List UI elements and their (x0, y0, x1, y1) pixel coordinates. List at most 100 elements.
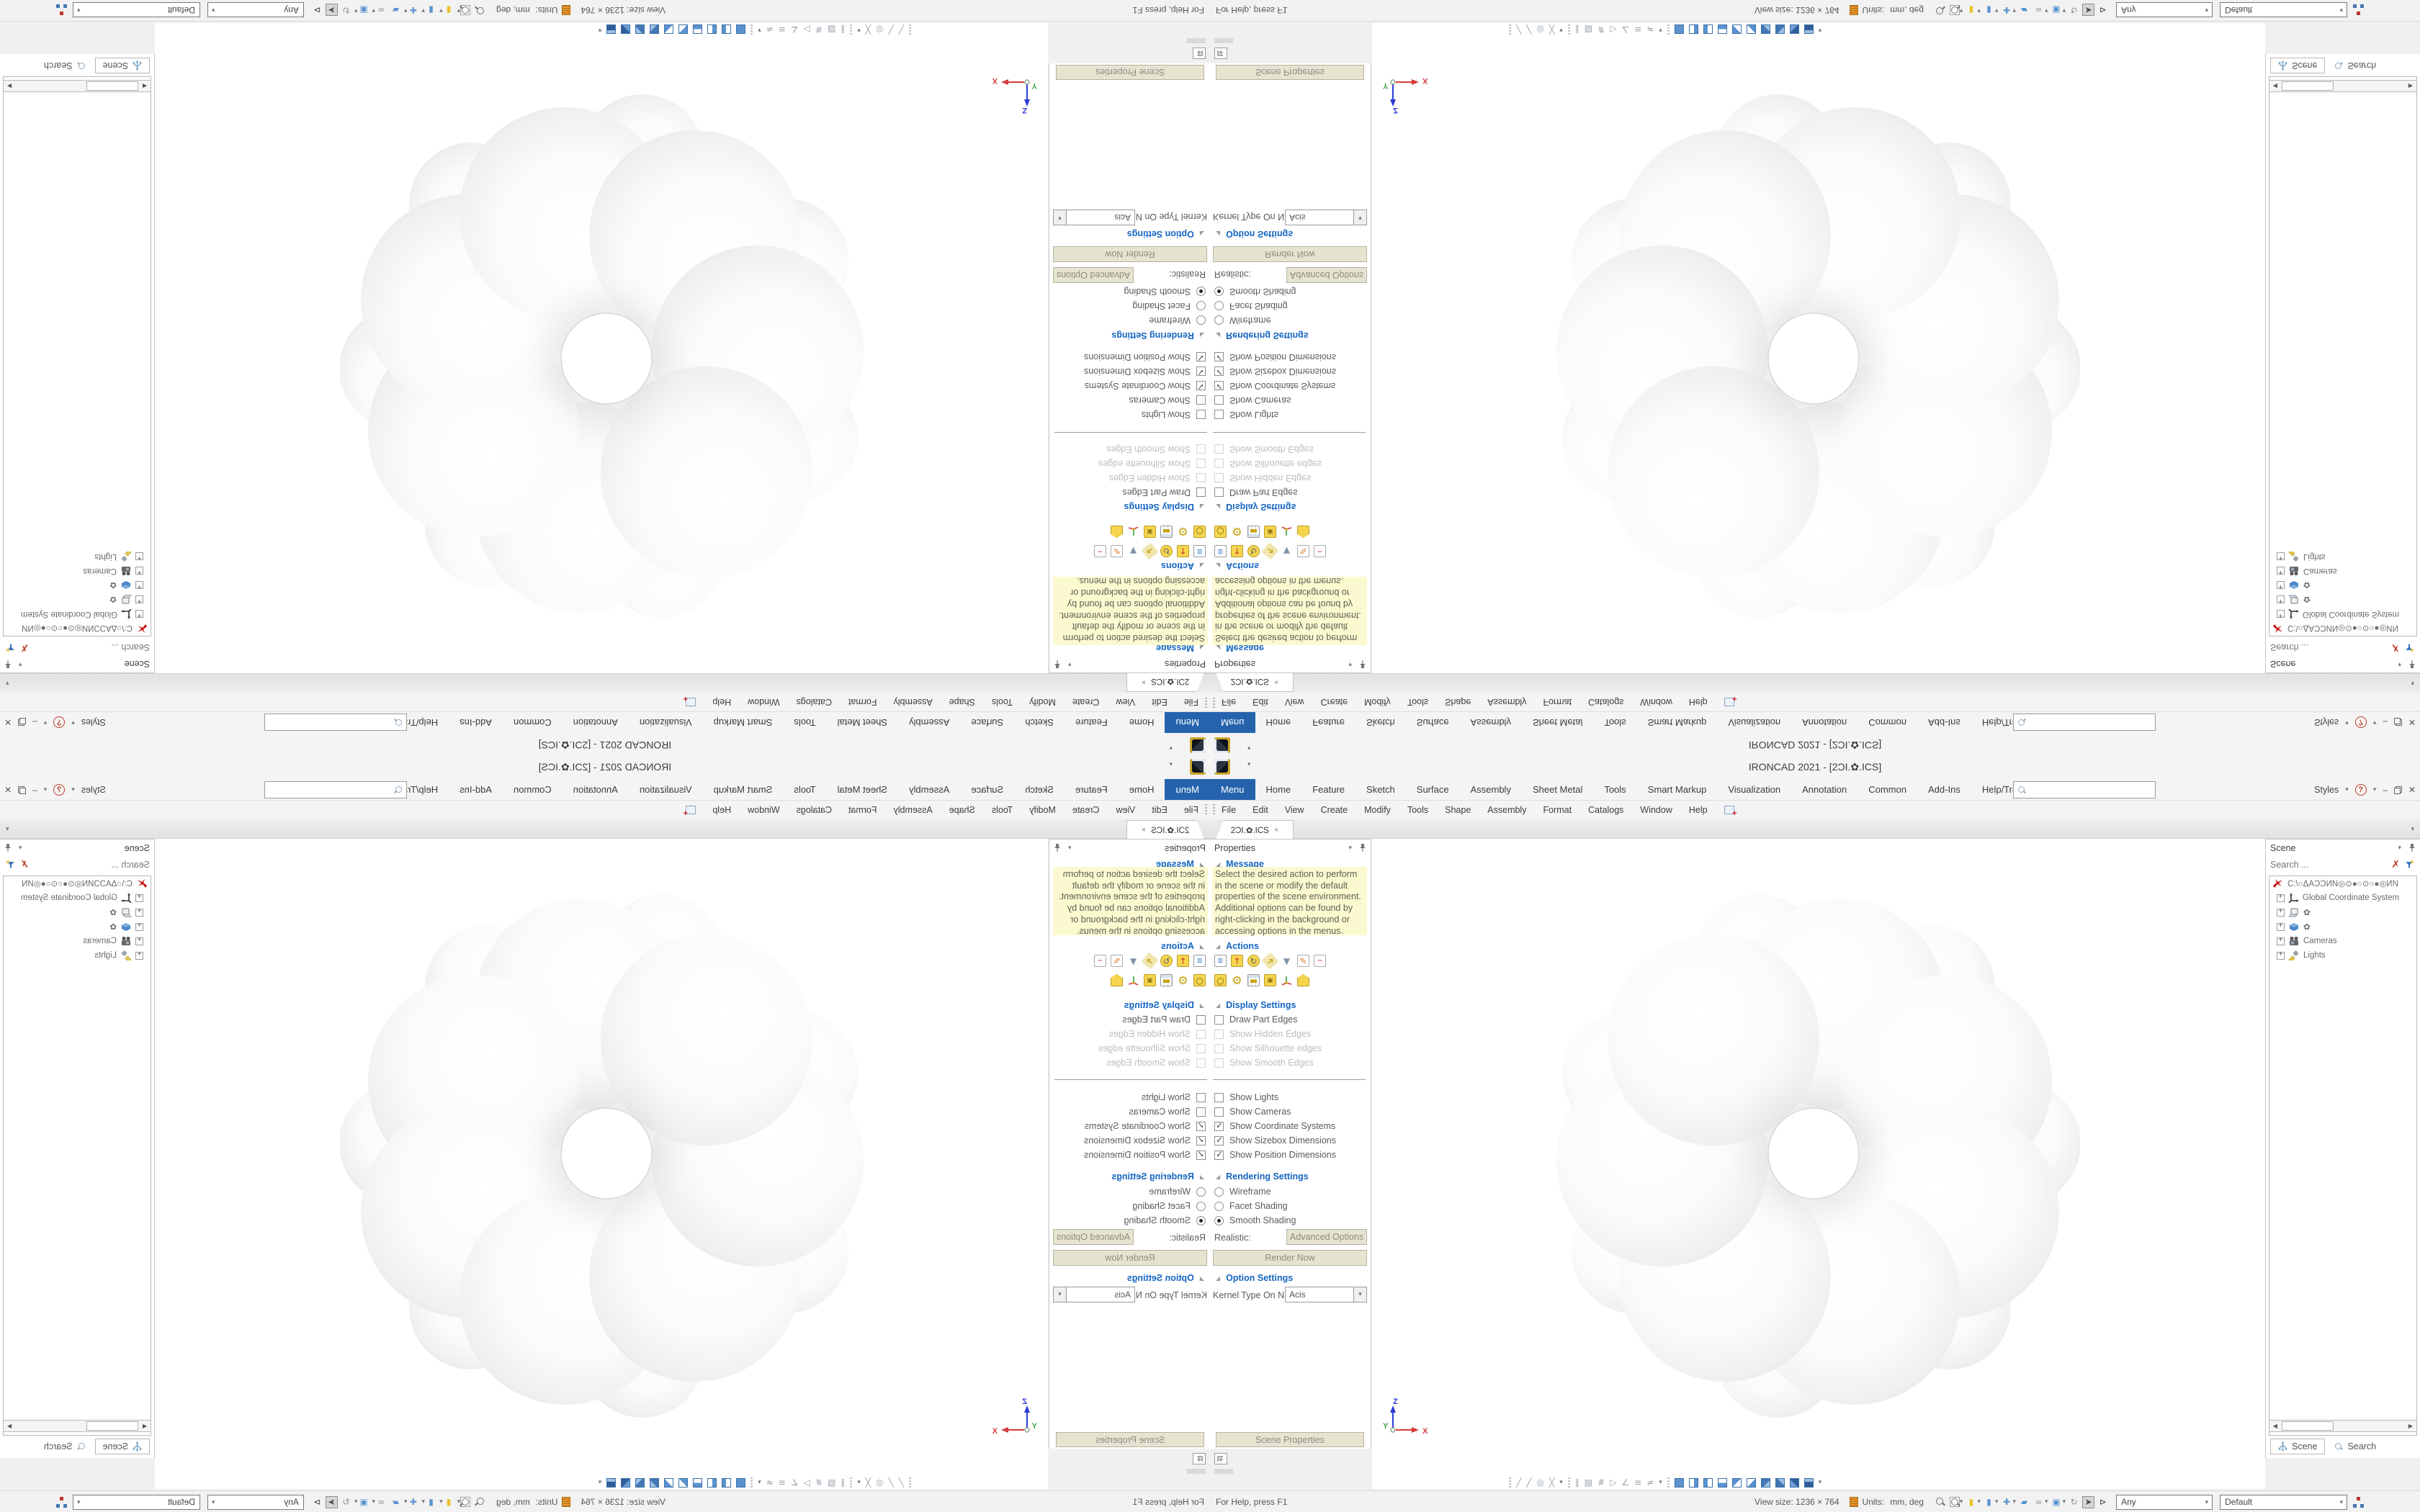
menu-help[interactable]: Help (712, 805, 732, 815)
view-iso2-icon[interactable] (1775, 24, 1785, 35)
draw-circle-icon[interactable]: ◎ (876, 1477, 884, 1488)
curve-graph-icon[interactable]: ~ (1094, 955, 1106, 967)
render-style-dropdown[interactable]: Default ▾ (72, 1494, 200, 1510)
catalog-drop-icon[interactable] (1127, 955, 1139, 967)
restore-button[interactable] (18, 786, 26, 794)
tree-item-scene-root[interactable]: C:\○ΔΑƆƆИΝ◎⊙●○⊙○●◎ИΝ (2269, 621, 2416, 636)
ribbon-tab-add-ins[interactable]: Add-Ins (1928, 784, 1960, 795)
menu-modify[interactable]: Modify (1029, 805, 1056, 815)
option-settings-header[interactable]: ◢ Option Settings (1216, 1273, 1293, 1283)
app-icon[interactable] (1214, 759, 1230, 775)
clear-search-icon[interactable]: ✗ (2391, 642, 2400, 653)
triad-axes-icon[interactable] (1281, 974, 1293, 986)
horizontal-scrollbar[interactable]: ◀ ▶ (3, 80, 151, 92)
catalog-drop-icon[interactable] (1127, 545, 1139, 557)
command-search-input[interactable] (264, 714, 407, 731)
expand-icon[interactable] (2277, 936, 2285, 945)
ribbon-tab-annotation[interactable]: Annotation (1802, 784, 1847, 795)
actions-section-header[interactable]: ◢ Actions (1161, 561, 1204, 571)
tab-scene[interactable]: Scene (2270, 58, 2326, 73)
orbit-icon[interactable]: ↻ (342, 5, 350, 15)
clear-search-icon[interactable]: ✗ (20, 859, 29, 870)
ribbon-tab-feature[interactable]: Feature (1075, 717, 1108, 728)
tree-item-lights[interactable]: Lights (2269, 549, 2416, 564)
chevron-down-icon[interactable]: ▾ (2372, 719, 2377, 726)
chevron-down-icon[interactable]: ▾ (2398, 844, 2401, 852)
draw-line-icon[interactable]: ╱ (898, 24, 904, 35)
horizontal-scrollbar[interactable]: ◀ ▶ (3, 1420, 151, 1432)
restore-button[interactable] (18, 719, 26, 726)
view-front-icon[interactable] (736, 1477, 746, 1488)
checkbox-show-position-dimensions[interactable]: Show Position Dimensions (1214, 352, 1336, 362)
menu-tools[interactable]: Tools (991, 697, 1013, 707)
styles-dropdown[interactable]: Styles (81, 717, 106, 727)
draw-cross-icon[interactable]: ╳ (865, 24, 871, 35)
checkbox-icon[interactable] (1196, 487, 1206, 498)
close-button[interactable]: ✕ (2408, 785, 2416, 795)
sweep-shape-icon[interactable]: ➔ (1141, 542, 1159, 560)
chevron-down-icon[interactable]: ▾ (758, 1479, 761, 1486)
snap-parallel-icon[interactable]: ∥ (841, 24, 846, 35)
render-now-button[interactable]: Render Now (1213, 1250, 1367, 1266)
perspective-icon[interactable]: ∞ (2035, 5, 2043, 15)
command-search-input[interactable] (2013, 781, 2156, 798)
checkbox-icon[interactable] (1196, 1121, 1206, 1131)
toolbar-grip[interactable] (1213, 804, 1215, 816)
curve-graph-icon[interactable]: ~ (1314, 955, 1326, 967)
menu-help[interactable]: Help (1688, 805, 1708, 815)
view-iso4-icon[interactable] (606, 1477, 617, 1488)
restore-button[interactable] (2393, 786, 2402, 794)
view-iso3-icon[interactable] (1789, 1477, 1799, 1488)
tree-item-part-1[interactable]: ✿ (4, 593, 151, 607)
render-style-dropdown[interactable]: Default ▾ (2220, 2, 2348, 18)
chevron-down-icon[interactable]: ▾ (71, 786, 75, 793)
menu-create[interactable]: Create (1320, 805, 1348, 815)
extrude-shape-icon[interactable]: ↑ (1177, 545, 1189, 557)
view-iso-icon[interactable] (1760, 1477, 1770, 1488)
radio-wireframe[interactable]: Wireframe (1149, 1187, 1206, 1197)
view-left-icon[interactable] (707, 1477, 717, 1488)
snap-grid-icon[interactable]: ▨ (827, 24, 836, 35)
checkbox-icon[interactable] (1214, 1135, 1224, 1146)
perspective-icon[interactable]: ∞ (377, 5, 385, 15)
ribbon-tab-assembly[interactable]: Assembly (909, 784, 950, 795)
view-iso4-icon[interactable] (1803, 24, 1814, 35)
pin-icon[interactable] (1054, 660, 1061, 669)
ribbon-tab-common[interactable]: Common (513, 784, 552, 795)
ribbon-tab-menu[interactable]: Menu (1210, 712, 1255, 733)
clear-search-icon[interactable]: ✗ (2391, 859, 2400, 870)
scene-properties-icon[interactable]: ≣ (1193, 545, 1206, 557)
draw-line-icon[interactable]: ╱ (1516, 24, 1522, 35)
checkbox-icon[interactable] (1196, 1029, 1206, 1039)
actions-section-header[interactable]: ◢ Actions (1216, 561, 1259, 571)
expand-icon[interactable] (2277, 581, 2285, 590)
ribbon-tab-home[interactable]: Home (1129, 717, 1155, 728)
menu-modify[interactable]: Modify (1364, 697, 1391, 707)
menu-create[interactable]: Create (1072, 697, 1100, 707)
add-part-icon[interactable]: ✚ (409, 1497, 418, 1507)
checkbox-icon[interactable] (1196, 473, 1206, 483)
advanced-options-button[interactable]: Advanced Options (1053, 267, 1134, 283)
perspective-icon[interactable]: ∞ (377, 1497, 385, 1507)
view-front-icon[interactable] (1674, 1477, 1684, 1488)
chevron-down-icon[interactable]: ▾ (421, 1498, 426, 1506)
view-bottom-icon[interactable] (1746, 1477, 1756, 1488)
actions-section-header[interactable]: ◢ Actions (1216, 941, 1259, 951)
view-right-icon[interactable] (1717, 1477, 1727, 1488)
radio-icon[interactable] (1196, 301, 1206, 311)
toolbar-grip[interactable] (1205, 696, 1207, 708)
select-box-tool-icon[interactable]: ⊳ (313, 5, 321, 15)
select-tool-icon[interactable]: ➤ (2082, 1495, 2095, 1508)
menu-edit[interactable]: Edit (1252, 697, 1268, 707)
select-tool-icon[interactable]: ➤ (325, 1495, 338, 1508)
toolbar-grip[interactable] (1205, 804, 1207, 816)
option-settings-header[interactable]: ◢ Option Settings (1216, 229, 1293, 239)
close-icon[interactable]: × (1141, 825, 1147, 834)
render-camera-icon[interactable]: ○ (1214, 974, 1227, 986)
grid-display-icon[interactable]: # (1597, 24, 1605, 35)
horizontal-scrollbar[interactable]: ◀ ▶ (2269, 80, 2417, 92)
view-iso-icon[interactable] (650, 1477, 660, 1488)
menu-file[interactable]: File (1222, 697, 1237, 707)
menu-format[interactable]: Format (1543, 697, 1572, 707)
assembly-lock-icon[interactable]: ▣ (1144, 974, 1156, 986)
